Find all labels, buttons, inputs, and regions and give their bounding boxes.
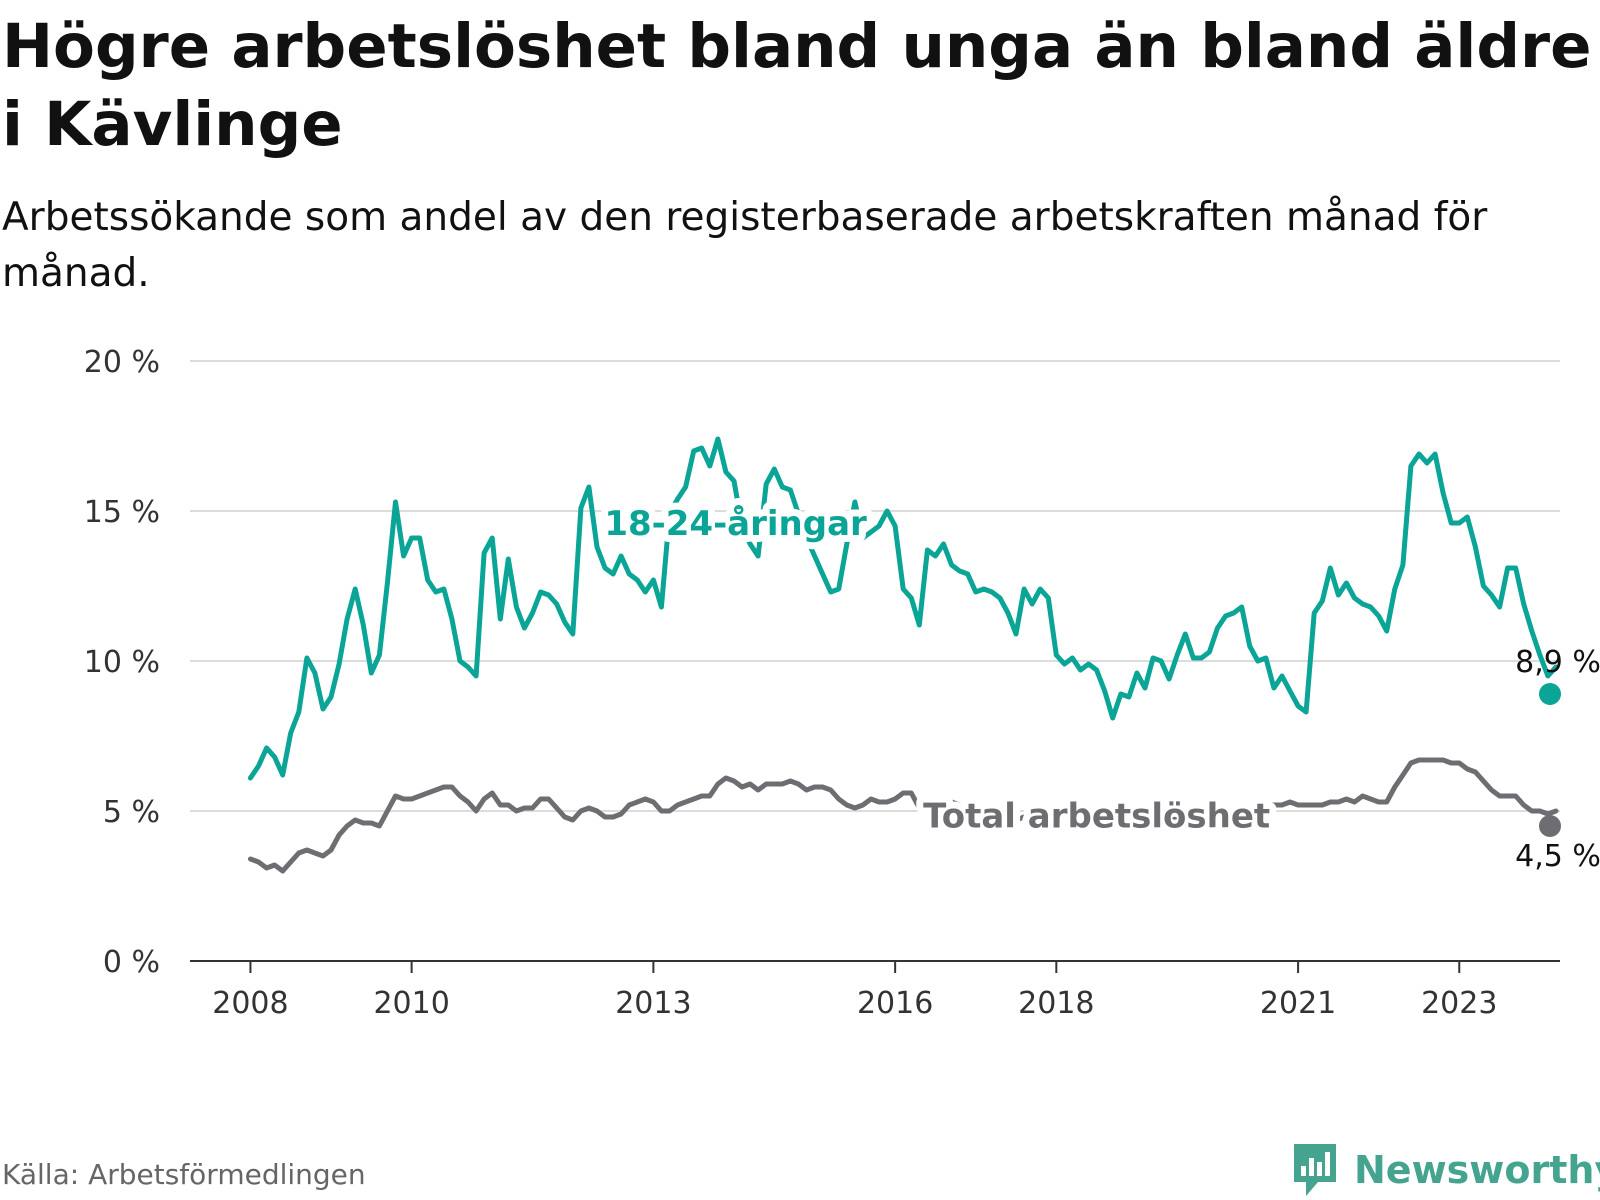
- series-label-youth-halo: 18-24-åringar: [604, 504, 867, 544]
- y-tick-label: 10 %: [84, 645, 160, 680]
- y-tick-label: 5 %: [103, 795, 160, 830]
- line-chart: 0 %5 %10 %15 %20 % 2008 2010 2013 2016 2018 2…: [84, 345, 1600, 1021]
- y-tick-label: 0 %: [103, 945, 160, 980]
- series-label-total-halo: Total arbetslöshet: [923, 797, 1270, 837]
- series-line-total: [247, 757, 1559, 874]
- logo-bar-shape-4: [1325, 1152, 1330, 1176]
- source-note: Källa: Arbetsförmedlingen: [2, 1158, 366, 1191]
- newsworthy-logo: Newsworthy: [1290, 1140, 1600, 1200]
- y-axis-ticks: 0 % 5 % 10 % 15 % 20 %: [84, 345, 160, 980]
- end-label-total: 4,5 %: [1515, 839, 1600, 874]
- chart-title: Högre arbetslöshet bland unga än bland ä…: [2, 11, 1592, 160]
- x-tick-label: 2016: [857, 986, 933, 1021]
- x-tick-label: 2010: [373, 986, 449, 1021]
- series-label-youth: 18-24-åringar: [604, 504, 867, 544]
- newsworthy-logo-icon: [1294, 1144, 1336, 1196]
- x-tick-label: 2021: [1260, 986, 1336, 1021]
- logo-bar-shape-1: [1301, 1166, 1306, 1176]
- y-tick-label: 20 %: [84, 345, 160, 380]
- x-tick-label: 2008: [212, 986, 288, 1021]
- logo-bar-shape-3: [1317, 1162, 1322, 1176]
- y-tick-label: 15 %: [84, 495, 160, 530]
- x-tick-label: 2013: [615, 986, 691, 1021]
- series-label-total: Total arbetslöshet: [923, 797, 1270, 837]
- end-label-youth: 8,9 %: [1515, 645, 1600, 680]
- end-marker-total: [1539, 815, 1561, 837]
- x-tick-label: 2023: [1421, 986, 1497, 1021]
- logo-bar-shape-2: [1309, 1158, 1314, 1176]
- brand-name: Newsworthy: [1354, 1148, 1600, 1192]
- end-markers: 8,9 % 4,5 %: [1515, 645, 1600, 874]
- end-marker-youth: [1539, 683, 1561, 705]
- grid-lines: [190, 360, 1560, 812]
- series-lines: [247, 436, 1559, 874]
- x-tick-label: 2018: [1018, 986, 1094, 1021]
- chart-subtitle: Arbetssökande som andel av den registerb…: [2, 195, 1488, 296]
- series-line-youth: [247, 436, 1559, 781]
- x-axis-ticks: 2008 2010 2013 2016 2018 2021 2023: [212, 961, 1497, 1021]
